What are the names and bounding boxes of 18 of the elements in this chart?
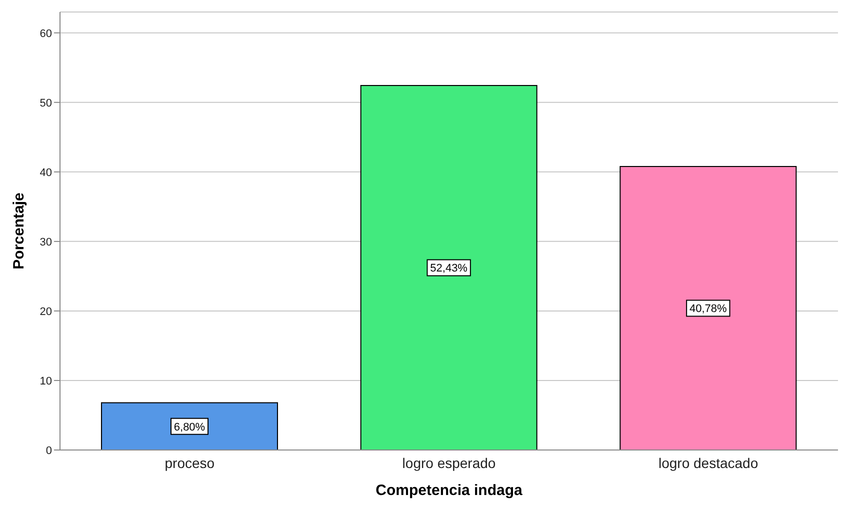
bar (100, 402, 278, 450)
bar (360, 84, 538, 450)
y-tick-label: 30 (40, 236, 52, 248)
y-tick-label: 10 (40, 375, 52, 388)
x-tick-label: proceso (164, 454, 215, 471)
y-tick-label: 60 (40, 28, 52, 40)
y-tick-label: 20 (40, 306, 52, 318)
data-label: 52,43% (430, 262, 468, 275)
bar (620, 166, 797, 450)
x-tick-label: logro esperado (402, 454, 496, 471)
x-tick-label: logro destacado (658, 454, 758, 471)
data-label: 40,78% (690, 303, 728, 316)
y-tick-label: 0 (46, 444, 52, 457)
y-tick-label: 40 (40, 166, 52, 179)
data-label: 6,80% (174, 421, 206, 434)
x-axis-title: Competencia indaga (376, 482, 524, 499)
y-tick-label: 50 (40, 97, 52, 110)
y-axis-title: Porcentaje (10, 192, 28, 270)
